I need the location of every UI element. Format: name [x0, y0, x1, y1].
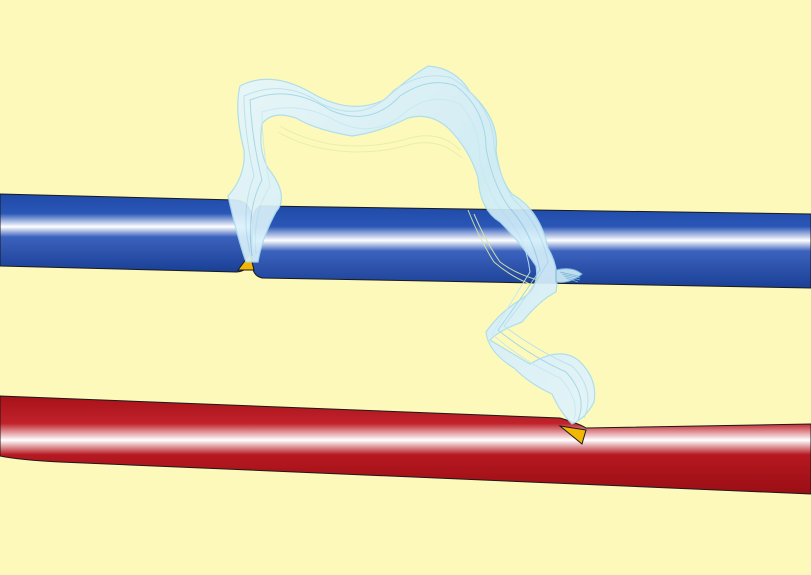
- vein-left-segment: [0, 193, 253, 273]
- graft-fiber: [249, 82, 582, 421]
- graft-loop: [227, 65, 596, 425]
- graft-pleat-lines: [559, 271, 581, 283]
- graft-fiber: [243, 75, 589, 419]
- graft-fiber: [277, 131, 463, 159]
- artery: [0, 395, 811, 495]
- graft-fiber: [254, 98, 576, 421]
- graft-fiber: [473, 213, 539, 281]
- graft-fiber: [279, 125, 461, 151]
- graft-fiber: [467, 209, 531, 285]
- arterial-anastomosis: [558, 425, 587, 445]
